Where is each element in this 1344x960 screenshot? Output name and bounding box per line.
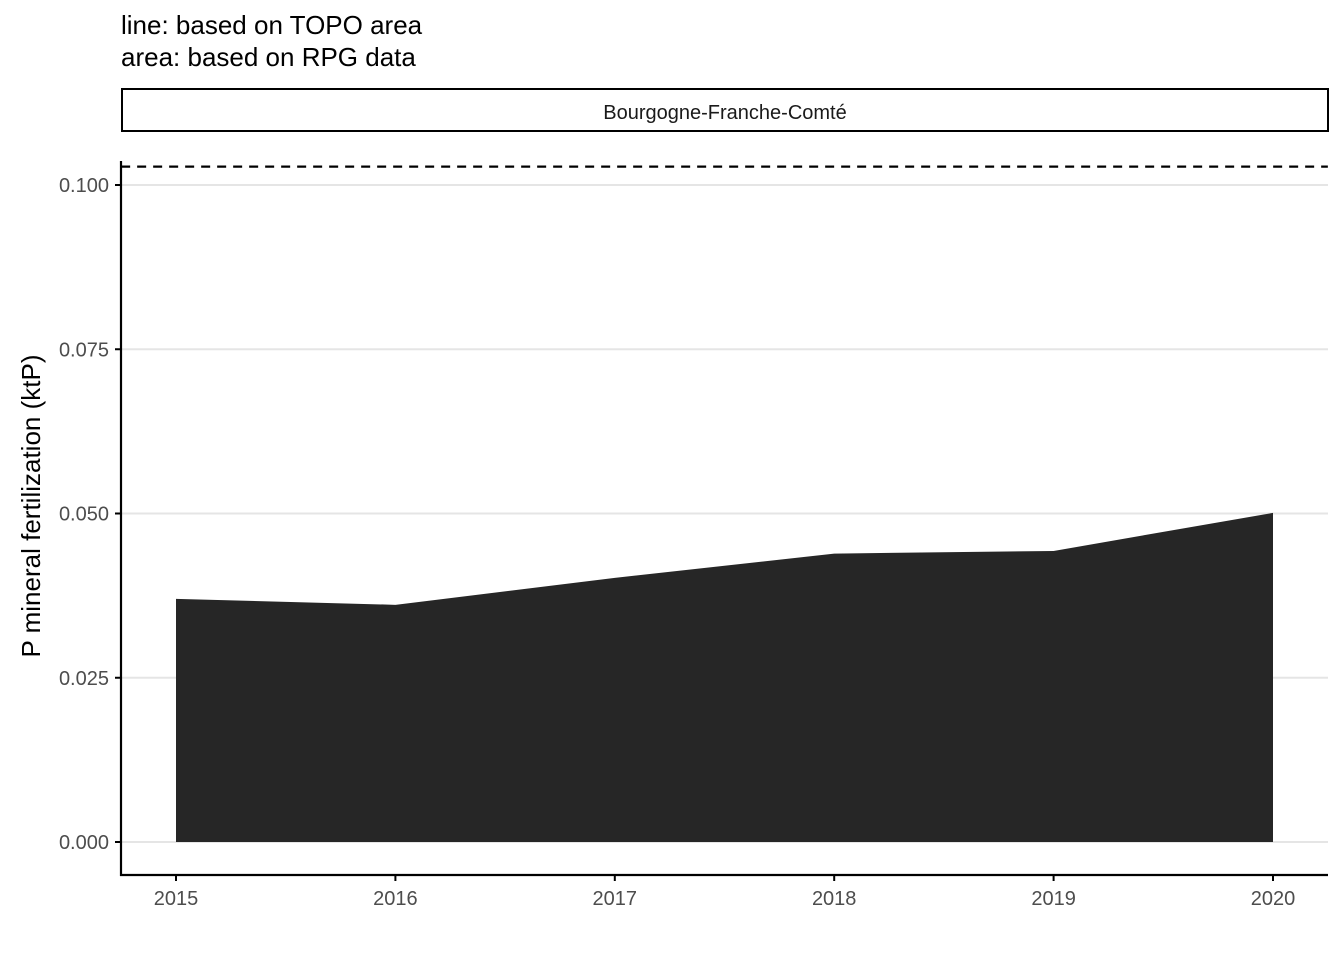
x-tick-label-1: 2016 [373, 888, 418, 910]
y-tick-label-2: 0.050 [59, 504, 109, 526]
y-tick-label-4: 0.100 [59, 175, 109, 197]
facet-strip-box [121, 88, 1329, 132]
y-tick-label-0: 0.000 [59, 832, 109, 854]
facet-strip-label: Bourgogne-Franche-Comté [603, 102, 846, 124]
facet-strip: Bourgogne-Franche-Comté [121, 88, 1329, 132]
x-tick-label-2: 2017 [593, 888, 638, 910]
x-tick-label-5: 2020 [1251, 888, 1296, 910]
area-series [176, 512, 1273, 842]
x-tick-label-4: 2019 [1031, 888, 1076, 910]
subtitle-line-2: area: based on RPG data [121, 42, 416, 72]
y-tick-label-3: 0.075 [59, 339, 109, 361]
subtitle-line-1: line: based on TOPO area [121, 10, 423, 40]
y-tick-label-1: 0.025 [59, 668, 109, 690]
y-axis-title: P mineral fertilization (ktP) [16, 355, 46, 658]
axis-layer: 0.000 0.025 0.050 0.075 0.100 2015 2016 2017 201… [59, 161, 1328, 910]
area-layer [176, 512, 1273, 842]
x-tick-label-3: 2018 [812, 888, 857, 910]
x-tick-label-0: 2015 [154, 888, 199, 910]
